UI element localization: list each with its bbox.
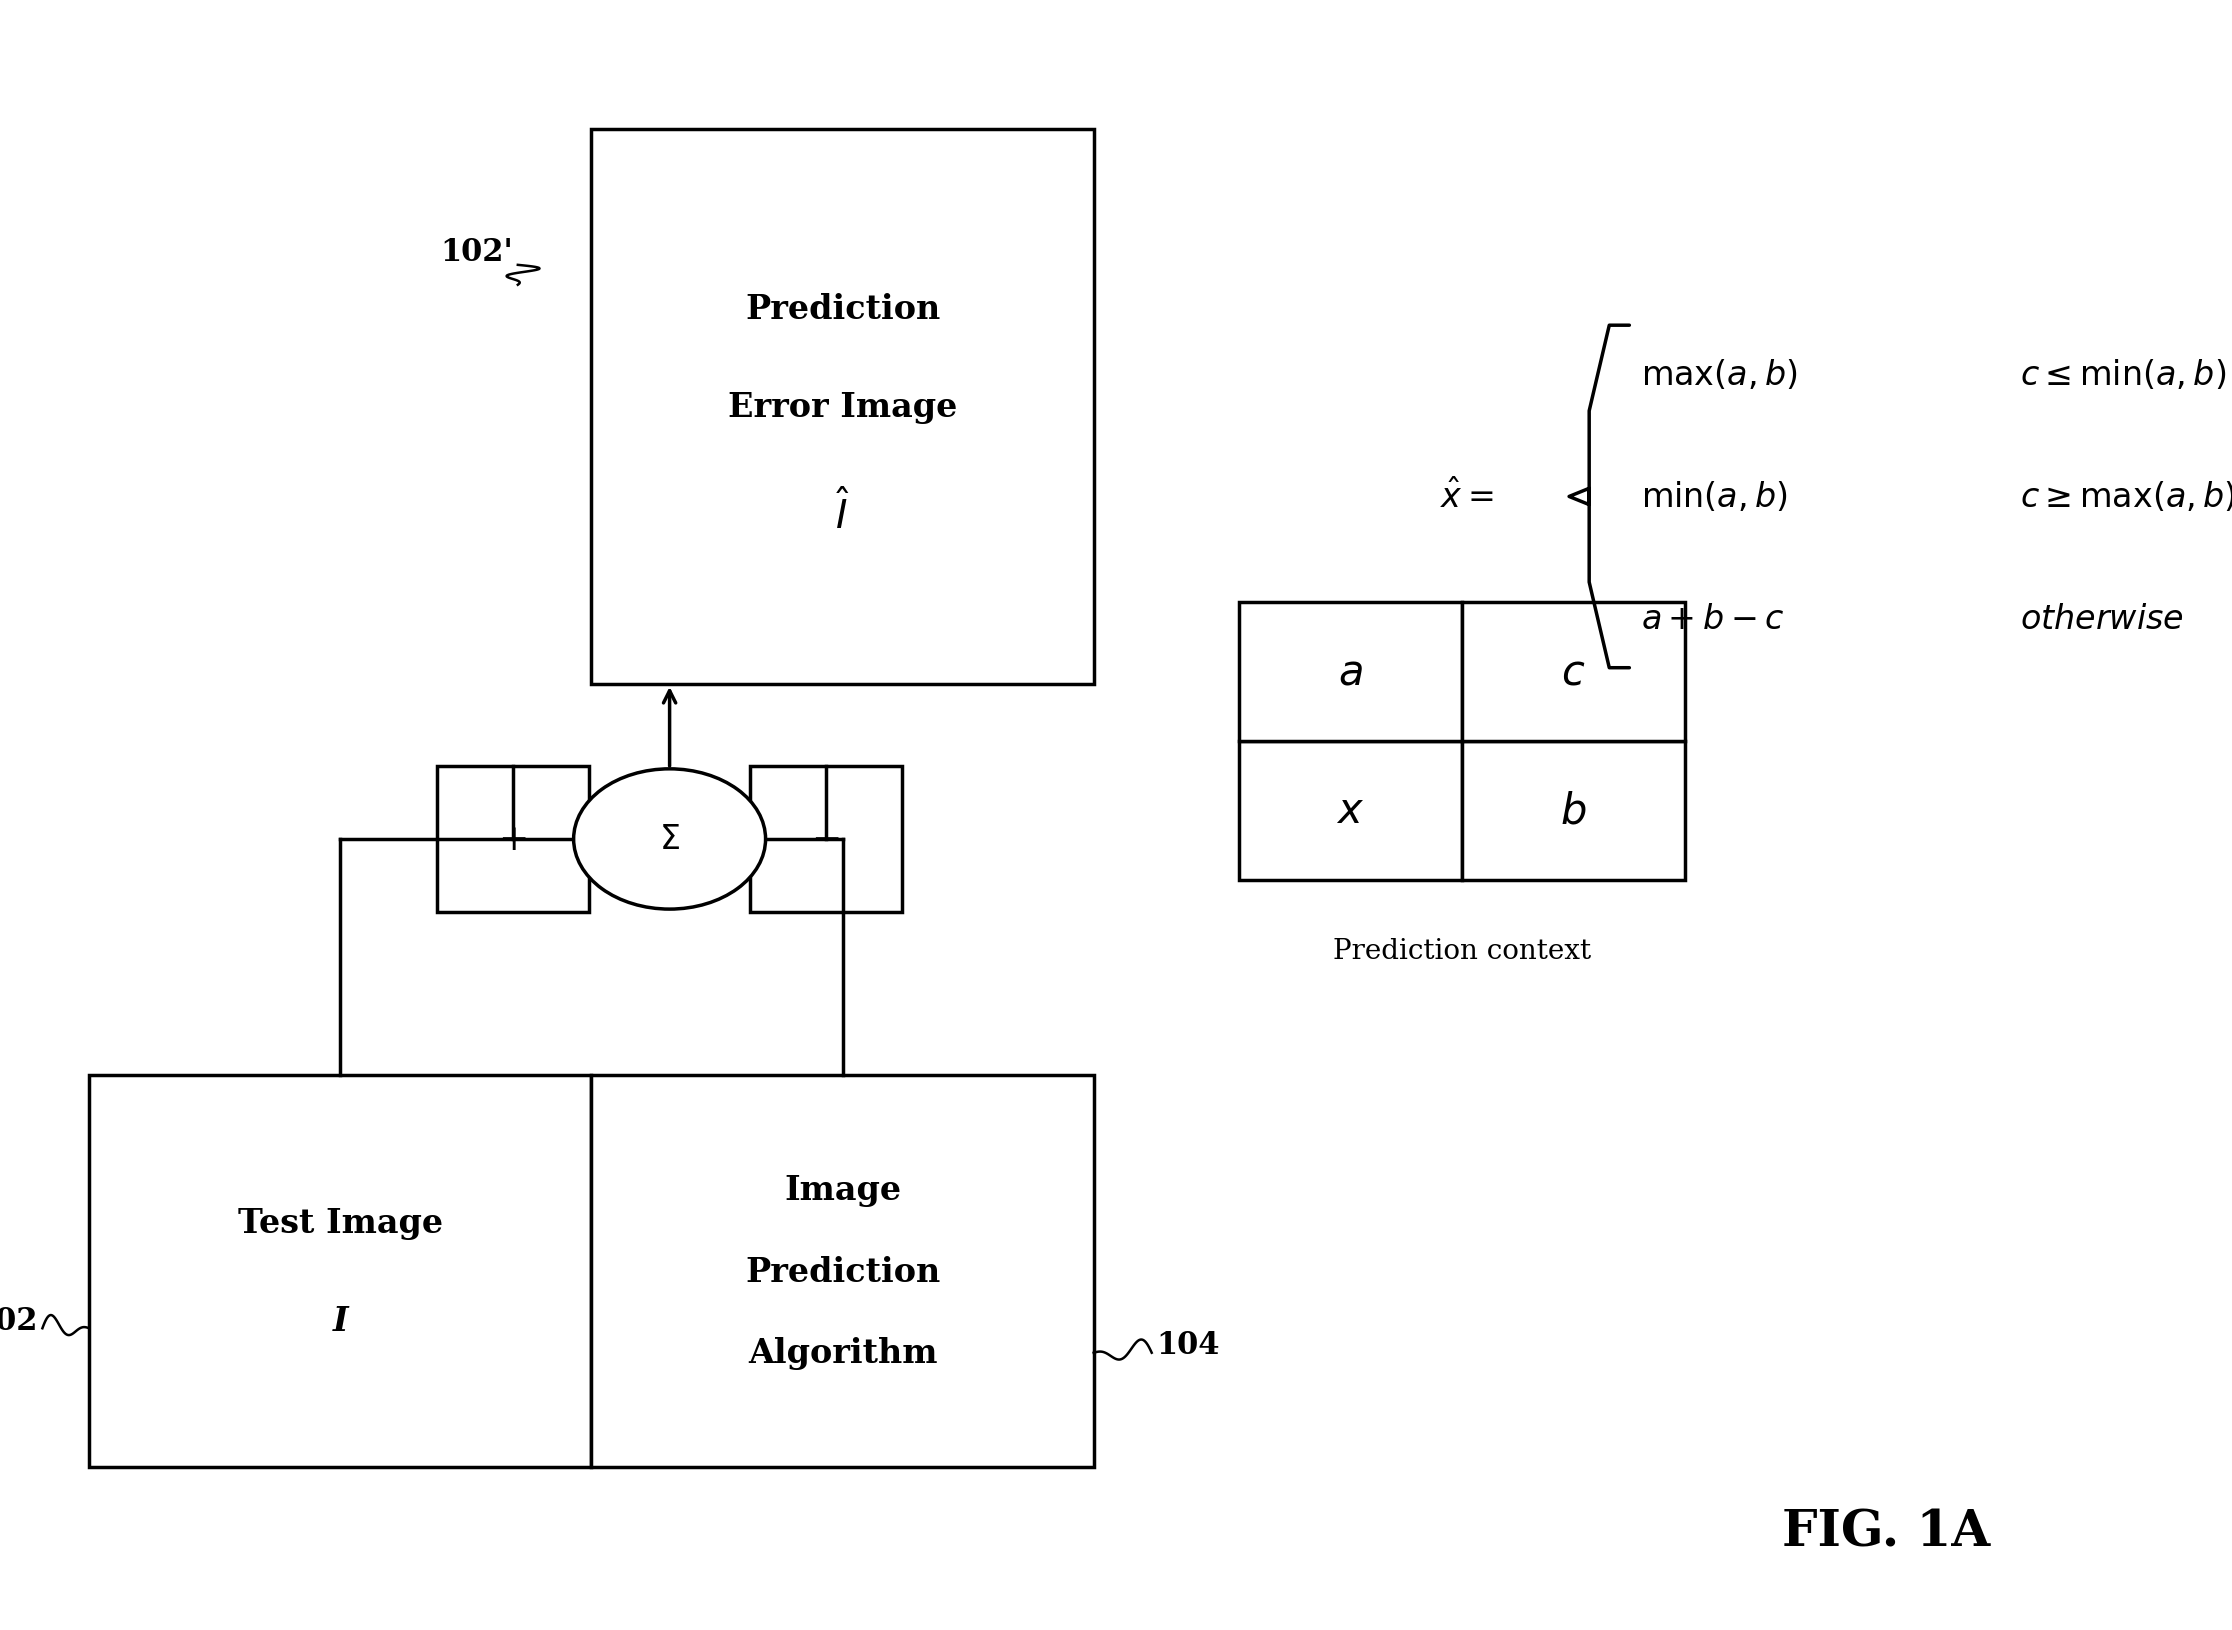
Circle shape [574,769,766,910]
Text: $\mathit{otherwise}$: $\mathit{otherwise}$ [2020,603,2183,636]
Text: +: + [498,823,529,856]
Bar [1239,603,1462,742]
Text: 104: 104 [1156,1328,1219,1361]
Text: $\hat{x} =$: $\hat{x} =$ [1440,479,1493,515]
Text: $\Sigma$: $\Sigma$ [658,823,681,856]
Text: Image: Image [783,1174,902,1206]
Bar [591,130,1094,685]
Text: $\max(a,b)$: $\max(a,b)$ [1641,359,1797,391]
Text: 102: 102 [0,1304,38,1337]
Text: Test Image: Test Image [239,1206,442,1239]
Bar [1462,603,1685,742]
Text: Algorithm: Algorithm [748,1337,937,1369]
Text: −: − [810,823,841,856]
Bar [89,1076,591,1467]
Text: $c$: $c$ [1562,652,1585,693]
Text: $c \geq \max(a,b)$: $c \geq \max(a,b)$ [2020,481,2232,513]
Text: FIG. 1A: FIG. 1A [1781,1508,1991,1557]
Text: $a+b-c$: $a+b-c$ [1641,603,1783,636]
Text: $b$: $b$ [1560,791,1587,831]
Bar [1239,742,1462,880]
Text: Prediction context: Prediction context [1333,937,1591,965]
Text: $c \leq \min(a,b)$: $c \leq \min(a,b)$ [2020,359,2225,391]
Text: 102': 102' [440,236,513,269]
Text: $a$: $a$ [1337,652,1364,693]
Text: $\min(a,b)$: $\min(a,b)$ [1641,481,1788,513]
Bar [437,766,589,913]
Text: I: I [333,1304,348,1337]
Text: Prediction: Prediction [745,293,940,326]
Text: $\hat{I}$: $\hat{I}$ [835,491,850,536]
Text: Prediction: Prediction [745,1255,940,1288]
Bar [750,766,902,913]
Bar [591,1076,1094,1467]
Bar [1462,742,1685,880]
Text: Error Image: Error Image [728,391,958,424]
Text: $x$: $x$ [1337,791,1364,831]
